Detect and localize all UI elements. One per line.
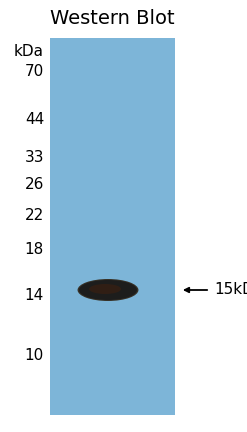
Text: 10: 10 [25, 347, 44, 362]
Text: 33: 33 [24, 150, 44, 165]
Text: 26: 26 [25, 178, 44, 193]
Text: 44: 44 [25, 112, 44, 127]
Ellipse shape [79, 280, 137, 300]
Text: 18: 18 [25, 242, 44, 257]
Text: 14: 14 [25, 288, 44, 302]
Text: Western Blot: Western Blot [50, 9, 175, 28]
Text: 22: 22 [25, 207, 44, 222]
Bar [50, 38, 175, 415]
Ellipse shape [89, 284, 121, 294]
Text: 70: 70 [25, 64, 44, 79]
Ellipse shape [78, 279, 139, 301]
Text: 15kDa: 15kDa [214, 283, 247, 298]
Text: kDa: kDa [14, 44, 44, 60]
